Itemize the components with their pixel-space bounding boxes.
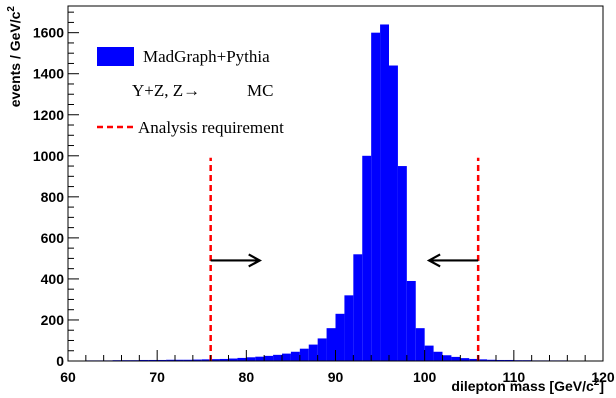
- histogram-bar: [219, 358, 229, 361]
- x-tick-label: 80: [239, 369, 255, 385]
- histogram-bar: [353, 254, 363, 361]
- histogram-bar: [246, 357, 256, 361]
- x-tick-label: 120: [591, 369, 615, 385]
- x-tick-label: 90: [328, 369, 344, 385]
- y-tick-label: 800: [41, 189, 65, 205]
- y-axis-ticks: 0 200 400 600 800 1000 1200 1400 1600: [33, 11, 79, 369]
- histogram-bar: [264, 355, 274, 361]
- histogram-bar: [362, 155, 372, 361]
- histogram-bar: [389, 65, 398, 361]
- x-tick-label: 70: [149, 369, 165, 385]
- histogram-bar: [148, 359, 158, 361]
- histogram-bar: [335, 313, 345, 361]
- histogram-bar: [308, 344, 318, 361]
- legend-label-cut: Analysis requirement: [138, 118, 284, 137]
- x-axis-title-sup: 2: [594, 377, 600, 388]
- histogram-bar: [326, 328, 336, 361]
- legend-label-process: Y+Z, Z→: [132, 81, 200, 100]
- histogram-bar: [478, 359, 488, 361]
- histogram-bar: [469, 358, 479, 361]
- histogram-bar: [496, 359, 505, 361]
- y-tick-label: 600: [41, 230, 65, 246]
- histogram-bar: [504, 359, 514, 361]
- histogram-bar: [201, 359, 211, 361]
- x-tick-label: 100: [413, 369, 437, 385]
- y-axis-title-sup: 2: [6, 6, 17, 12]
- histogram-bar: [228, 358, 238, 361]
- histogram-bar: [451, 356, 461, 361]
- histogram-bar: [415, 328, 425, 361]
- histogram-bar: [406, 280, 416, 361]
- histogram-bar: [460, 358, 470, 361]
- cut-arrow-head: [426, 253, 441, 268]
- x-tick-label: 60: [60, 369, 76, 385]
- histogram-bar: [192, 359, 202, 361]
- histogram-bar: [237, 357, 247, 361]
- y-tick-label: 200: [41, 312, 65, 328]
- x-axis-ticks: 60 70 80 90 100 110 120: [60, 350, 615, 385]
- cut-arrow-head: [248, 253, 263, 268]
- x-axis-title: dilepton mass [GeV/c2]: [451, 377, 604, 394]
- histogram-bar: [317, 338, 327, 361]
- y-tick-label: 1200: [33, 107, 64, 123]
- histogram-bar: [175, 359, 184, 361]
- histogram-bar: [166, 359, 175, 361]
- histogram-bar: [139, 359, 149, 361]
- x-tick-label: 110: [503, 369, 526, 385]
- histogram-bar: [344, 295, 354, 361]
- y-tick-label: 1600: [33, 25, 64, 41]
- histogram-bar: [487, 359, 496, 361]
- histogram-bar: [371, 32, 381, 361]
- histogram-bar: [290, 351, 300, 361]
- histogram-bar: [157, 359, 167, 361]
- legend-swatch-mc: [97, 47, 134, 66]
- histogram-bar: [433, 351, 443, 361]
- histogram-bar: [183, 359, 193, 361]
- histogram-bar: [299, 348, 309, 361]
- histogram-bar: [442, 355, 452, 361]
- histogram-bar: [424, 345, 434, 361]
- histogram-bar: [210, 359, 220, 361]
- y-tick-label: 1000: [33, 148, 64, 164]
- y-tick-label: 1400: [33, 66, 64, 82]
- legend-label-mc: MadGraph+Pythia: [143, 47, 270, 66]
- legend-label-process-mc: MC: [247, 81, 273, 100]
- histogram-bars: [68, 24, 603, 362]
- x-axis-title-end: ]: [599, 378, 604, 394]
- y-tick-label: 400: [41, 271, 65, 287]
- legend: MadGraph+Pythia Y+Z, Z→ MC Analysis requ…: [97, 47, 284, 137]
- cut-arrows: [210, 253, 479, 268]
- histogram-bar: [255, 356, 265, 361]
- y-tick-label: 0: [56, 353, 64, 369]
- histogram-bar: [273, 354, 282, 361]
- histogram-bar: [397, 166, 407, 361]
- histogram-bar: [282, 353, 291, 361]
- histogram-bar: [380, 24, 389, 362]
- y-axis-title: events / GeV/c2: [6, 6, 23, 108]
